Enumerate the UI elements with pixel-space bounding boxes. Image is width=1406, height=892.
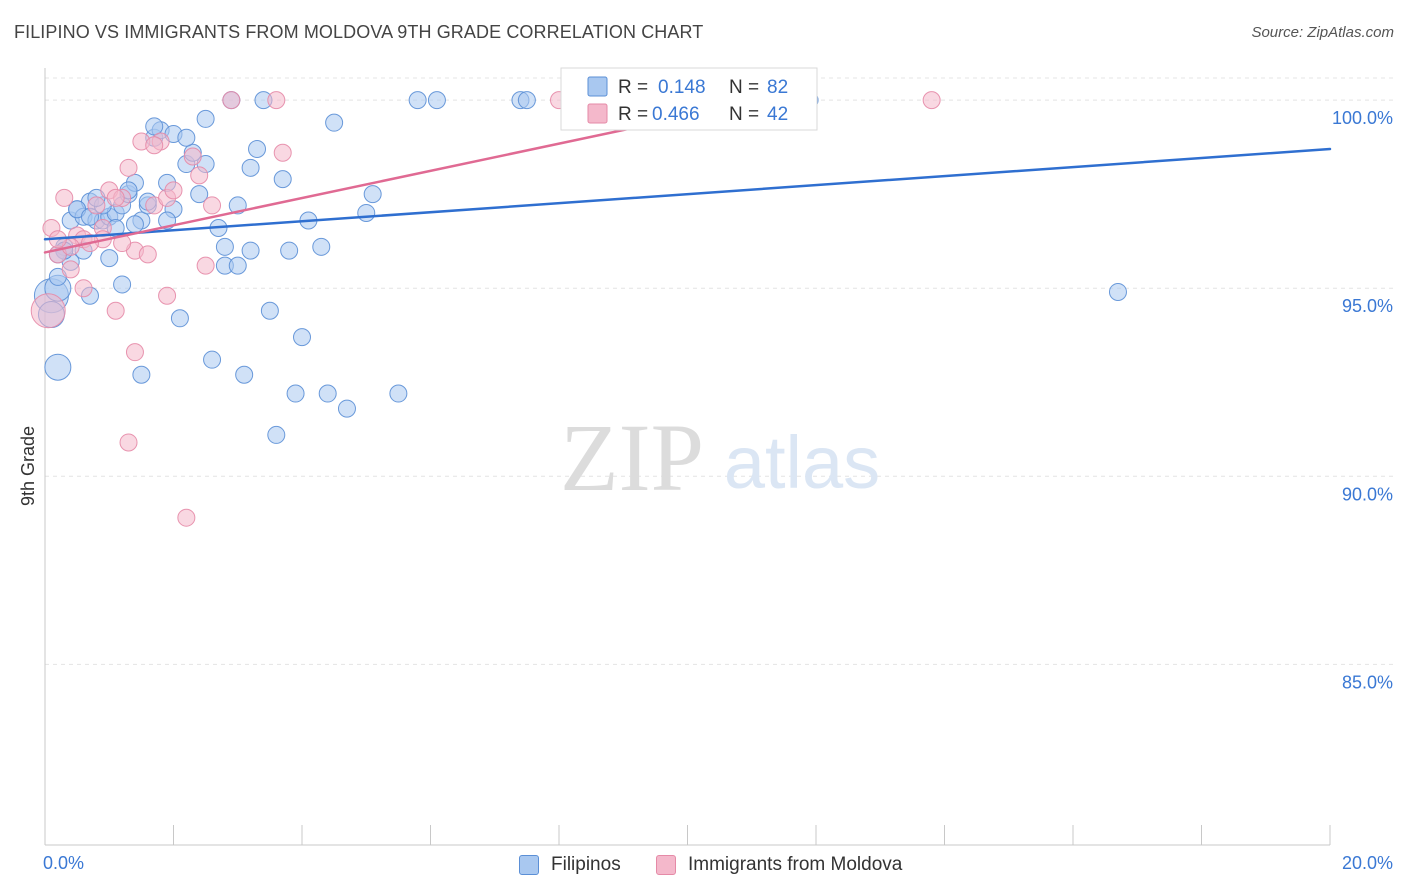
stats-n-label-filipinos: N = (729, 77, 759, 98)
point-filipinos (190, 185, 209, 204)
y-axis-label: 9th Grade (18, 426, 38, 506)
point-filipinos (228, 256, 247, 275)
point-filipinos (517, 91, 536, 110)
point-filipinos (312, 237, 331, 256)
point-filipinos (408, 91, 427, 110)
legend-label-filipinos: Filipinos (551, 854, 621, 875)
point-moldova (55, 188, 74, 207)
stats-swatch-moldova (587, 103, 608, 124)
point-moldova (190, 166, 209, 185)
point-filipinos (100, 249, 119, 268)
point-filipinos (337, 399, 356, 418)
point-moldova (177, 508, 196, 527)
point-filipinos (280, 241, 299, 260)
point-moldova (164, 181, 183, 200)
point-filipinos (318, 384, 337, 403)
point-moldova (196, 256, 215, 275)
point-filipinos (177, 128, 196, 147)
point-filipinos (1108, 282, 1127, 301)
point-moldova (222, 91, 241, 110)
point-filipinos (260, 301, 279, 320)
legend-item-filipinos[interactable]: Filipinos (519, 850, 621, 880)
point-moldova (145, 136, 164, 155)
point-filipinos (357, 203, 376, 222)
bottom-legend: Filipinos Immigrants from Moldova (0, 850, 1406, 880)
point-moldova (119, 158, 138, 177)
point-filipinos (203, 350, 222, 369)
point-filipinos (241, 241, 260, 260)
point-filipinos (132, 365, 151, 384)
stats-r-label-filipinos: R = (618, 77, 648, 98)
point-moldova (106, 301, 125, 320)
point-moldova (74, 279, 93, 298)
point-filipinos (145, 117, 164, 136)
point-moldova (203, 196, 222, 215)
legend-label-moldova: Immigrants from Moldova (688, 854, 903, 875)
point-filipinos (215, 237, 234, 256)
y-tick-label: 90.0% (1342, 484, 1393, 504)
x-tick-labels: 0.0% 20.0% (43, 853, 1393, 873)
legend-swatch-filipinos (519, 855, 539, 875)
point-moldova (119, 433, 138, 452)
point-moldova (138, 245, 157, 264)
point-filipinos (241, 158, 260, 177)
point-filipinos (293, 328, 311, 347)
y-tick-label: 95.0% (1342, 296, 1393, 316)
point-moldova (158, 286, 177, 305)
y-tick-labels: 85.0% 90.0% 95.0% 100.0% (1332, 108, 1393, 692)
y-tick-label: 85.0% (1342, 672, 1393, 692)
point-filipinos (325, 113, 344, 132)
watermark-atlas: atlas (724, 421, 880, 504)
point-filipinos (286, 384, 305, 403)
stats-n-value-filipinos: 82 (767, 77, 788, 98)
stats-r-label-moldova: R = (618, 104, 648, 125)
point-filipinos (389, 384, 408, 403)
point-filipinos (196, 109, 215, 128)
point-moldova (183, 147, 202, 166)
point-moldova (273, 143, 292, 162)
point-filipinos (44, 353, 72, 381)
stats-swatch-filipinos (587, 76, 608, 97)
point-moldova (61, 260, 80, 279)
stats-legend: R = 0.148 N = 82 R = 0.466 N = 42 (560, 67, 818, 131)
point-moldova (922, 91, 941, 110)
point-filipinos (170, 309, 189, 328)
point-moldova (87, 196, 106, 215)
point-moldova (30, 293, 66, 329)
point-filipinos (125, 215, 144, 234)
point-filipinos (267, 425, 286, 444)
x-tick-label-min: 0.0% (43, 853, 84, 873)
point-filipinos (235, 365, 254, 384)
point-filipinos (113, 275, 132, 294)
stats-n-value-moldova: 42 (767, 104, 788, 125)
point-moldova (125, 343, 144, 362)
stats-n-label-moldova: N = (729, 104, 759, 125)
watermark: ZIP atlas (560, 404, 880, 511)
stats-r-value-moldova: 0.466 (652, 104, 700, 125)
legend-item-moldova[interactable]: Immigrants from Moldova (656, 850, 902, 880)
point-moldova (106, 188, 125, 207)
stats-r-value-filipinos: 0.148 (658, 77, 706, 98)
point-moldova (267, 91, 286, 110)
point-filipinos (363, 185, 382, 204)
chart-title: FILIPINO VS IMMIGRANTS FROM MOLDOVA 9TH … (14, 22, 704, 42)
trend-line-filipinos (43, 147, 1332, 241)
y-tick-label: 100.0% (1332, 108, 1393, 128)
legend-swatch-moldova (656, 855, 676, 875)
x-tick-label-max: 20.0% (1342, 853, 1393, 873)
point-filipinos (273, 170, 292, 189)
watermark-zip: ZIP (560, 404, 704, 511)
point-filipinos (248, 140, 267, 159)
point-filipinos (427, 91, 446, 110)
axes (44, 68, 1331, 846)
source-label: Source: ZipAtlas.com (1251, 24, 1394, 41)
